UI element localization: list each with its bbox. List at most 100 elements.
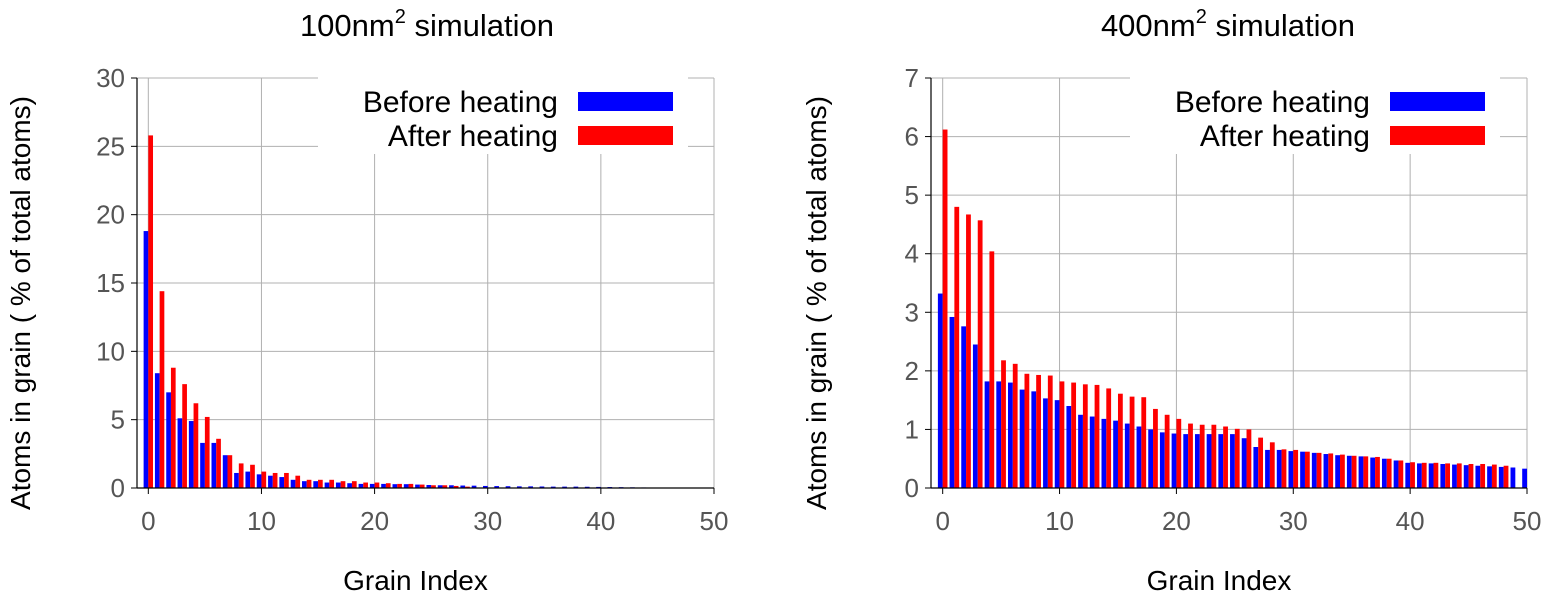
before-heating-bar	[392, 484, 398, 488]
after-heating-bar	[1398, 460, 1404, 488]
chart-title-superscript: 2	[1196, 6, 1207, 28]
before-heating-bar	[1078, 414, 1083, 488]
before-heating-bar	[143, 231, 149, 489]
after-heating-bar	[385, 483, 391, 488]
after-heating-bar	[1351, 455, 1357, 488]
before-heating-bar	[516, 486, 522, 488]
after-heating-bar	[250, 464, 255, 488]
before-heating-bar	[347, 483, 352, 488]
chart-title-main: 400nm	[1101, 8, 1196, 43]
before-heating-bar	[1089, 416, 1095, 488]
after-heating-bar	[1188, 423, 1193, 488]
legend-label: Before heating	[363, 86, 558, 119]
after-heating-bar	[1246, 429, 1252, 488]
after-heating-bar	[295, 475, 301, 488]
after-heating-bar	[1223, 426, 1228, 488]
after-heating-bar	[1024, 373, 1030, 488]
after-heating-bar	[363, 482, 368, 488]
before-heating-bar	[1323, 454, 1329, 488]
chart-panel-1: 0 10 20 30 40 50 0 5 10 15 20 25 30 100nm2 simulation…	[5, 6, 728, 596]
before-heating-bar	[1452, 464, 1457, 488]
after-heating-bar	[1421, 462, 1427, 488]
after-heating-bar	[397, 483, 402, 488]
after-heating-bar	[374, 482, 380, 488]
after-heating-bar	[977, 220, 983, 489]
after-heating-bar	[1258, 437, 1264, 488]
after-heating-bar	[465, 486, 470, 488]
before-heating-bar	[1346, 455, 1352, 488]
y-tick-label: 10	[96, 336, 125, 366]
after-heating-bar	[1304, 451, 1310, 488]
before-heating-bar	[449, 485, 454, 488]
after-heating-bar	[1106, 388, 1112, 488]
before-heating-bar	[984, 381, 990, 488]
legend-label: Before heating	[1175, 86, 1370, 119]
y-tick-label: 25	[96, 131, 125, 161]
before-heating-bar	[1043, 398, 1048, 488]
before-heating-bar	[471, 485, 477, 488]
after-heating-bar	[442, 485, 448, 488]
y-tick-label: 7	[905, 63, 919, 93]
before-heating-bar	[1183, 434, 1189, 488]
x-tick-label: 50	[700, 506, 729, 536]
before-heating-bar	[1311, 452, 1317, 488]
after-heating-bar	[261, 471, 267, 488]
after-heating-bar	[1445, 463, 1450, 488]
y-tick-label: 0	[905, 473, 919, 503]
after-heating-bar	[272, 472, 278, 488]
y-tick-label: 3	[905, 297, 919, 327]
legend-swatch-after-heating	[578, 126, 673, 145]
before-heating-bar	[1440, 463, 1446, 488]
after-heating-bar	[1141, 397, 1147, 488]
before-heating-bar	[381, 483, 386, 488]
y-tick-label: 1	[905, 414, 919, 444]
after-heating-bar	[1094, 384, 1100, 488]
before-heating-bar	[234, 472, 239, 488]
before-heating-bar	[1253, 447, 1259, 488]
after-heating-bar	[351, 481, 357, 488]
after-heating-bar	[1375, 456, 1380, 488]
after-heating-bar	[1269, 442, 1275, 488]
x-tick-label: 30	[1279, 506, 1308, 536]
y-tick-label: 30	[96, 63, 125, 93]
after-heating-bar	[1082, 384, 1088, 488]
y-tick-label: 20	[96, 200, 125, 230]
before-heating-bar	[1522, 468, 1527, 488]
before-heating-bar	[245, 471, 251, 488]
after-heating-bar	[182, 384, 187, 488]
before-heating-bar	[1066, 406, 1072, 488]
chart-title-main: 100nm	[300, 8, 395, 43]
before-heating-bar	[1475, 465, 1481, 488]
after-heating-bar	[1491, 464, 1497, 488]
before-heating-bar	[1335, 455, 1341, 488]
after-heating-bar	[1456, 463, 1462, 488]
after-heating-bar	[284, 472, 289, 488]
before-heating-bar	[1148, 429, 1154, 488]
before-heating-bar	[562, 486, 567, 488]
before-heating-bar	[494, 486, 500, 488]
after-heating-bar	[989, 251, 995, 488]
after-heating-bar	[1468, 463, 1474, 488]
y-tick-label: 6	[905, 122, 919, 152]
before-heating-bar	[972, 344, 978, 488]
before-heating-bar	[177, 418, 183, 488]
before-heating-bar	[403, 484, 409, 488]
before-heating-bar	[573, 486, 579, 488]
x-axis-title: Grain Index	[1147, 565, 1292, 596]
before-heating-bar	[1031, 391, 1037, 488]
before-heating-bar	[550, 486, 556, 488]
after-heating-bar	[1129, 396, 1135, 488]
after-heating-bar	[306, 479, 312, 488]
before-heating-bar	[1428, 463, 1434, 488]
before-heating-bar	[222, 455, 228, 488]
before-heating-bar	[1393, 460, 1399, 488]
before-heating-bar	[1487, 466, 1492, 488]
before-heating-bar	[505, 486, 511, 488]
before-heating-bar	[483, 485, 488, 488]
after-heating-bar	[942, 129, 948, 489]
before-heating-bar	[1265, 449, 1270, 488]
x-tick-label: 40	[1396, 506, 1425, 536]
after-heating-bar	[318, 479, 323, 488]
y-tick-label: 5	[905, 180, 919, 210]
x-tick-label: 40	[586, 506, 615, 536]
